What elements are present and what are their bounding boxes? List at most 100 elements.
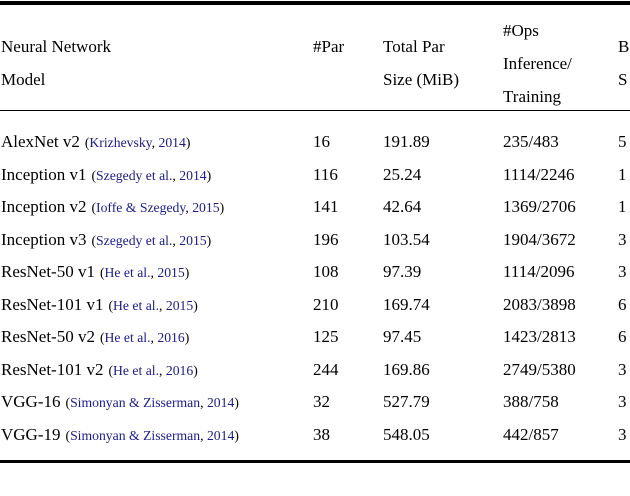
size-cell: 548.05 — [383, 424, 430, 444]
citation-year-link[interactable]: 2015 — [157, 265, 185, 280]
citation-author-link[interactable]: Ioffe & Szegedy — [96, 200, 186, 215]
citation-open-paren: ( — [91, 200, 97, 215]
citation-year-link[interactable]: 2014 — [179, 167, 207, 183]
size-cell: 97.39 — [383, 262, 422, 281]
size-cell: 103.54 — [383, 229, 430, 249]
citation-author-link[interactable]: Szegedy et al. — [96, 232, 173, 248]
citation-close-paren: ) — [185, 135, 191, 150]
ops-cell: 442/857 — [503, 424, 559, 444]
citation-separator: , — [150, 330, 158, 345]
model-cell: AlexNet v2 (Krizhevsky, 2014) — [1, 125, 190, 159]
citation-year-link[interactable]: 2016 — [157, 330, 185, 345]
citation-close-paren: ) — [234, 427, 239, 443]
model-name: Inception v3 — [1, 229, 87, 249]
header-model-column: Neural Network Model — [1, 30, 111, 96]
citation-author-link[interactable]: Szegedy et al. — [96, 167, 173, 183]
citation-close-paren: ) — [219, 200, 225, 215]
model-name: VGG-16 — [1, 392, 61, 411]
header-ops-column: #Ops Inference/ Training — [503, 14, 572, 113]
model-name: VGG-19 — [1, 424, 61, 444]
model-cell: ResNet-101 v2 (He et al., 2016) — [1, 353, 198, 387]
header-ops-line2: Inference/ — [503, 54, 572, 73]
par-cell: 210 — [313, 294, 339, 314]
table-row: VGG-19 (Simonyan & Zisserman, 2014) 38 54… — [0, 418, 630, 451]
citation-close-paren: ) — [184, 265, 190, 280]
citation-year-link[interactable]: 2014 — [206, 395, 235, 410]
table-top-rule — [0, 1, 630, 5]
citation-author-link[interactable]: Simonyan & Zisserman — [70, 427, 201, 443]
citation-year-link[interactable]: 2014 — [158, 135, 186, 150]
citation-separator: , — [159, 297, 166, 313]
model-cell: VGG-19 (Simonyan & Zisserman, 2014) — [1, 418, 239, 452]
par-cell: 125 — [313, 327, 339, 346]
citation-year-link[interactable]: 2015 — [192, 200, 220, 215]
citation-year-link[interactable]: 2014 — [206, 427, 235, 443]
citation-author-link[interactable]: He et al. — [104, 330, 151, 345]
citation-separator: , — [150, 265, 158, 280]
header-size-line2: Size (MiB) — [383, 70, 460, 89]
citation-year-link[interactable]: 2015 — [165, 297, 194, 313]
citation-open-paren: ( — [108, 362, 114, 378]
citation-author-link[interactable]: Simonyan & Zisserman — [70, 395, 201, 410]
size-cell: 97.45 — [383, 327, 422, 346]
table-row: ResNet-50 v2 (He et al., 2016) 125 97.45 … — [0, 320, 630, 353]
citation: (He et al., 2016) — [100, 330, 189, 345]
citation-separator: , — [172, 167, 180, 183]
batch-cell-cropped: 6 — [618, 327, 627, 346]
table-row: AlexNet v2 (Krizhevsky, 2014) 16 191.89 2… — [0, 125, 630, 158]
size-cell: 25.24 — [383, 164, 422, 184]
batch-cell-cropped: 5 — [618, 132, 627, 151]
citation-year-link[interactable]: 2015 — [179, 232, 207, 248]
batch-cell-cropped: 3 — [618, 424, 627, 444]
model-cell: ResNet-101 v1 (He et al., 2015) — [1, 288, 198, 322]
header-ops-line3: Training — [503, 87, 561, 106]
table-row: ResNet-50 v1 (He et al., 2015) 108 97.39 … — [0, 255, 630, 288]
citation-open-paren: ( — [65, 395, 71, 410]
table-row: Inception v2 (Ioffe & Szegedy, 2015) 141 … — [0, 190, 630, 223]
citation: (Simonyan & Zisserman, 2014) — [66, 428, 239, 443]
par-cell: 141 — [313, 197, 339, 216]
citation: (Ioffe & Szegedy, 2015) — [91, 200, 224, 215]
citation-separator: , — [200, 395, 207, 410]
batch-cell-cropped: 1 — [618, 197, 627, 216]
size-cell: 42.64 — [383, 197, 422, 216]
ops-cell: 2749/5380 — [503, 359, 576, 379]
par-cell: 196 — [313, 229, 339, 249]
header-size-column: Total Par Size (MiB) — [383, 30, 459, 96]
batch-cell-cropped: 3 — [618, 392, 627, 411]
table-mid-rule — [0, 109, 630, 112]
ops-cell: 1369/2706 — [503, 197, 576, 216]
par-cell: 16 — [313, 132, 330, 151]
header-ops-line1: #Ops — [503, 21, 539, 40]
size-cell: 169.74 — [383, 294, 430, 314]
citation-open-paren: ( — [99, 330, 105, 345]
table-row: Inception v3 (Szegedy et al., 2015) 196 1… — [0, 223, 630, 256]
model-name: ResNet-50 v2 — [1, 327, 95, 346]
model-cell: ResNet-50 v1 (He et al., 2015) — [1, 255, 189, 289]
citation: (He et al., 2016) — [108, 363, 197, 378]
citation-separator: , — [151, 135, 159, 150]
citation-close-paren: ) — [206, 167, 212, 183]
citation-year-link[interactable]: 2016 — [165, 362, 194, 378]
model-cell: ResNet-50 v2 (He et al., 2016) — [1, 320, 189, 354]
citation-close-paren: ) — [184, 330, 190, 345]
citation-author-link[interactable]: Krizhevsky — [89, 135, 152, 150]
table-row: ResNet-101 v2 (He et al., 2016) 244 169.8… — [0, 353, 630, 386]
citation-close-paren: ) — [234, 395, 239, 410]
citation: (He et al., 2015) — [108, 298, 197, 313]
batch-cell-cropped: 6 — [618, 294, 627, 314]
citation-author-link[interactable]: He et al. — [113, 362, 160, 378]
batch-cell-cropped: 1 — [618, 164, 627, 184]
size-cell: 527.79 — [383, 392, 430, 411]
ops-cell: 1423/2813 — [503, 327, 576, 346]
citation-separator: , — [172, 232, 180, 248]
table-row: ResNet-101 v1 (He et al., 2015) 210 169.7… — [0, 288, 630, 321]
citation-author-link[interactable]: He et al. — [113, 297, 160, 313]
citation-open-paren: ( — [108, 297, 114, 313]
citation-author-link[interactable]: He et al. — [104, 265, 151, 280]
citation-separator: , — [159, 362, 166, 378]
citation: (Szegedy et al., 2014) — [91, 168, 211, 183]
par-cell: 108 — [313, 262, 339, 281]
citation-close-paren: ) — [193, 297, 198, 313]
